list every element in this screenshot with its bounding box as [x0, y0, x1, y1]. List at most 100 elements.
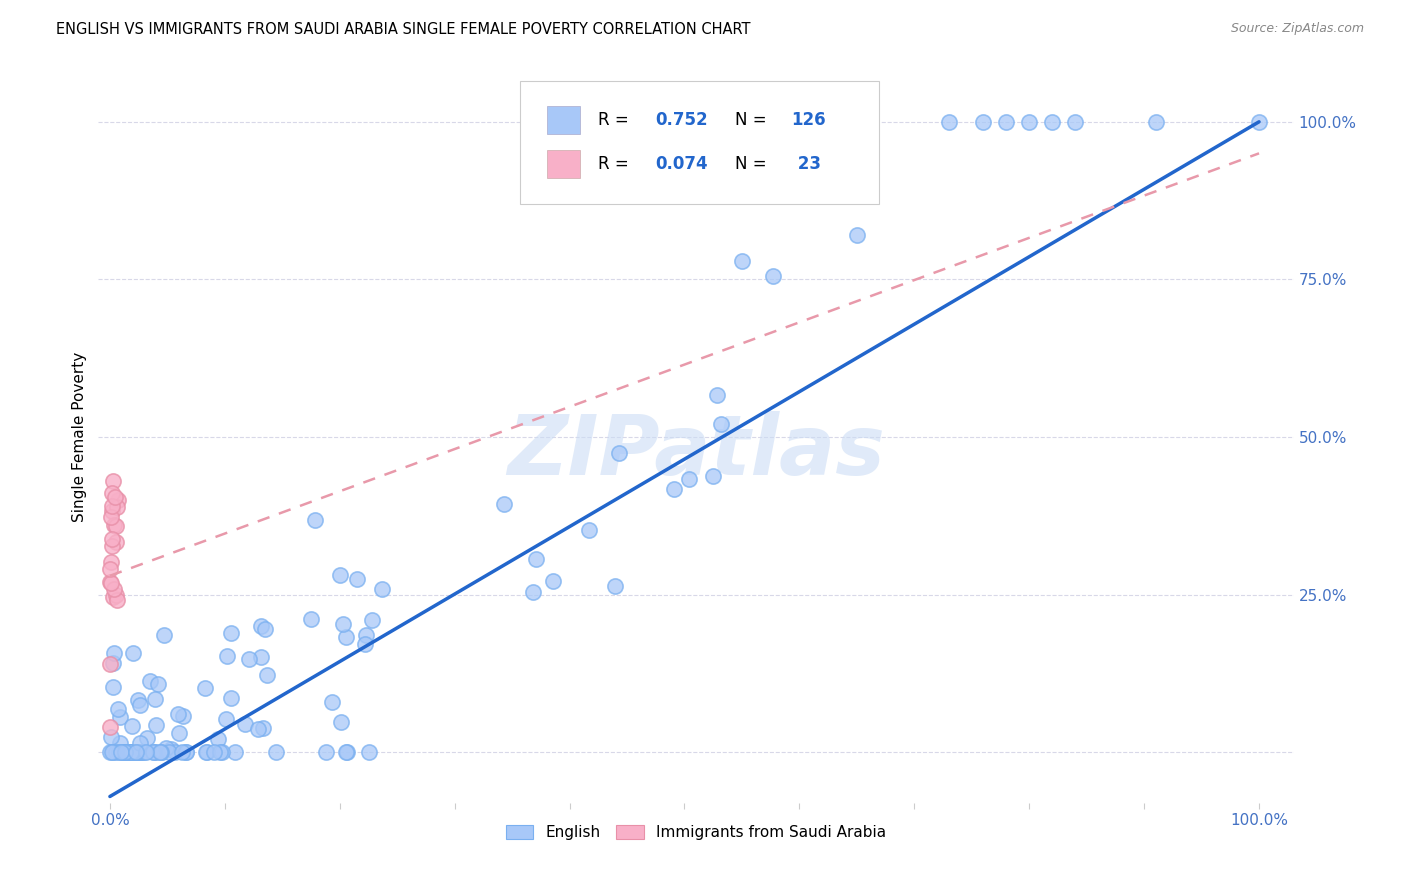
- Point: [256, 668, 278, 682]
- Point: [972, 115, 994, 129]
- Point: [127, 693, 149, 707]
- Point: [150, 745, 173, 759]
- Point: [167, 726, 190, 740]
- Point: [101, 680, 124, 694]
- Point: [128, 736, 150, 750]
- Point: [101, 745, 124, 759]
- Point: [371, 582, 394, 596]
- Point: [207, 732, 229, 747]
- Point: [492, 497, 515, 511]
- Point: [522, 584, 544, 599]
- Point: [98, 575, 121, 590]
- Point: [266, 745, 288, 759]
- Point: [104, 745, 127, 759]
- Point: [101, 532, 124, 546]
- Point: [346, 572, 368, 586]
- Point: [105, 500, 128, 515]
- Point: [664, 482, 686, 496]
- Point: [103, 647, 125, 661]
- Point: [159, 742, 181, 756]
- Point: [114, 745, 136, 759]
- Point: [111, 745, 134, 759]
- Point: [329, 568, 352, 582]
- Point: [125, 745, 148, 759]
- Point: [135, 745, 157, 759]
- Point: [250, 650, 273, 665]
- Y-axis label: Single Female Poverty: Single Female Poverty: [72, 352, 87, 522]
- Point: [678, 472, 700, 486]
- Point: [360, 613, 382, 627]
- Point: [117, 745, 139, 759]
- Point: [578, 523, 600, 537]
- Point: [121, 719, 143, 733]
- Point: [129, 745, 152, 759]
- Point: [107, 702, 129, 716]
- Point: [101, 745, 124, 759]
- Text: 126: 126: [792, 112, 827, 129]
- Text: ZIPatlas: ZIPatlas: [508, 411, 884, 492]
- Point: [117, 745, 139, 759]
- Point: [172, 709, 194, 723]
- Point: [330, 714, 353, 729]
- Point: [1144, 115, 1167, 129]
- Point: [233, 717, 256, 731]
- Point: [143, 745, 166, 759]
- Point: [995, 115, 1018, 129]
- Point: [143, 692, 166, 706]
- Point: [101, 474, 124, 488]
- Point: [98, 720, 121, 734]
- Point: [709, 417, 731, 432]
- Point: [100, 576, 122, 591]
- Point: [202, 745, 225, 759]
- Point: [541, 574, 564, 589]
- Point: [122, 745, 145, 759]
- Point: [145, 718, 167, 732]
- Text: 0.752: 0.752: [655, 112, 709, 129]
- Point: [170, 745, 193, 759]
- Point: [128, 745, 150, 759]
- Point: [149, 745, 172, 759]
- Point: [153, 628, 176, 642]
- Point: [124, 745, 146, 759]
- FancyBboxPatch shape: [547, 151, 581, 178]
- Point: [250, 619, 273, 633]
- Point: [100, 730, 122, 744]
- Legend: English, Immigrants from Saudi Arabia: English, Immigrants from Saudi Arabia: [501, 819, 891, 847]
- Point: [219, 626, 242, 640]
- Point: [299, 612, 322, 626]
- Point: [103, 517, 125, 532]
- Point: [157, 745, 180, 759]
- Point: [135, 731, 157, 745]
- Text: 23: 23: [792, 155, 821, 173]
- Point: [702, 468, 724, 483]
- Point: [605, 579, 627, 593]
- Text: N =: N =: [735, 112, 772, 129]
- Point: [304, 513, 326, 527]
- Point: [103, 582, 125, 596]
- Point: [1040, 115, 1063, 129]
- Point: [117, 745, 139, 759]
- Point: [155, 740, 177, 755]
- Point: [195, 745, 218, 759]
- Point: [122, 745, 145, 759]
- Point: [1018, 115, 1040, 129]
- Point: [706, 388, 728, 402]
- Point: [100, 504, 122, 518]
- Point: [121, 745, 143, 759]
- Point: [238, 652, 260, 666]
- Point: [100, 555, 122, 569]
- Point: [108, 736, 131, 750]
- Point: [110, 745, 132, 759]
- Point: [357, 745, 380, 759]
- Point: [194, 681, 217, 695]
- Point: [336, 745, 359, 759]
- Point: [219, 691, 242, 706]
- Point: [122, 646, 145, 660]
- Point: [132, 745, 155, 759]
- Point: [145, 745, 167, 759]
- Point: [165, 745, 187, 759]
- Point: [215, 648, 238, 663]
- Point: [100, 499, 122, 513]
- Point: [108, 745, 131, 759]
- Point: [174, 745, 197, 759]
